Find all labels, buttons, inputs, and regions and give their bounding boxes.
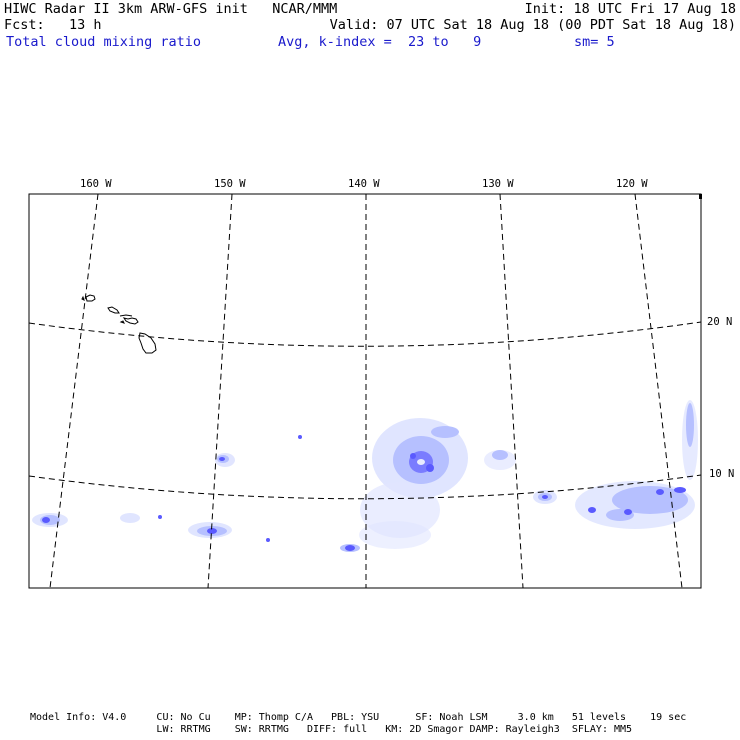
smoothing: sm= 5 (574, 34, 615, 50)
lat-label-20n: 20 N (707, 316, 733, 328)
kauai (85, 294, 96, 302)
meridian-120w (634, 193, 683, 589)
meridian-130w (499, 193, 524, 589)
forecast-hour: Fcst: 13 h (4, 17, 102, 33)
lat-label-10n: 10 N (709, 468, 735, 480)
title-line: HIWC Radar II 3km ARW-GFS init NCAR/MMM (4, 1, 338, 17)
parallel-20n (28, 321, 702, 347)
hawaii-coastline (81, 294, 157, 354)
big-island (138, 332, 157, 354)
lon-label-160w: 160 W (80, 178, 112, 190)
field-name: Total cloud mixing ratio (6, 34, 202, 50)
molokai-maui (119, 314, 139, 325)
model-info-line1: Model Info: V4.0 CU: No Cu MP: Thomp C/A… (30, 712, 687, 723)
lon-label-130w: 130 W (482, 178, 514, 190)
graticule (28, 193, 702, 589)
lanai (119, 320, 125, 324)
cloud-field-light (32, 400, 698, 549)
avg-k-index: Avg, k-index = 23 to 9 (278, 34, 482, 50)
valid-time: Valid: 07 UTC Sat 18 Aug 18 (00 PDT Sat … (329, 17, 736, 33)
lon-label-140w: 140 W (348, 178, 380, 190)
lon-label-120w: 120 W (616, 178, 648, 190)
meridian-160w (49, 193, 99, 589)
niihau (81, 295, 85, 301)
meridian-150w (207, 193, 233, 589)
model-info-line2: LW: RRTMG SW: RRTMG DIFF: full KM: 2D Sm… (30, 724, 633, 735)
init-time: Init: 18 UTC Fri 17 Aug 18 (524, 1, 736, 17)
corner-mark (699, 194, 702, 199)
map-frame (28, 193, 702, 589)
storm-eye (417, 459, 425, 465)
lon-label-150w: 150 W (214, 178, 246, 190)
oahu (107, 306, 120, 314)
